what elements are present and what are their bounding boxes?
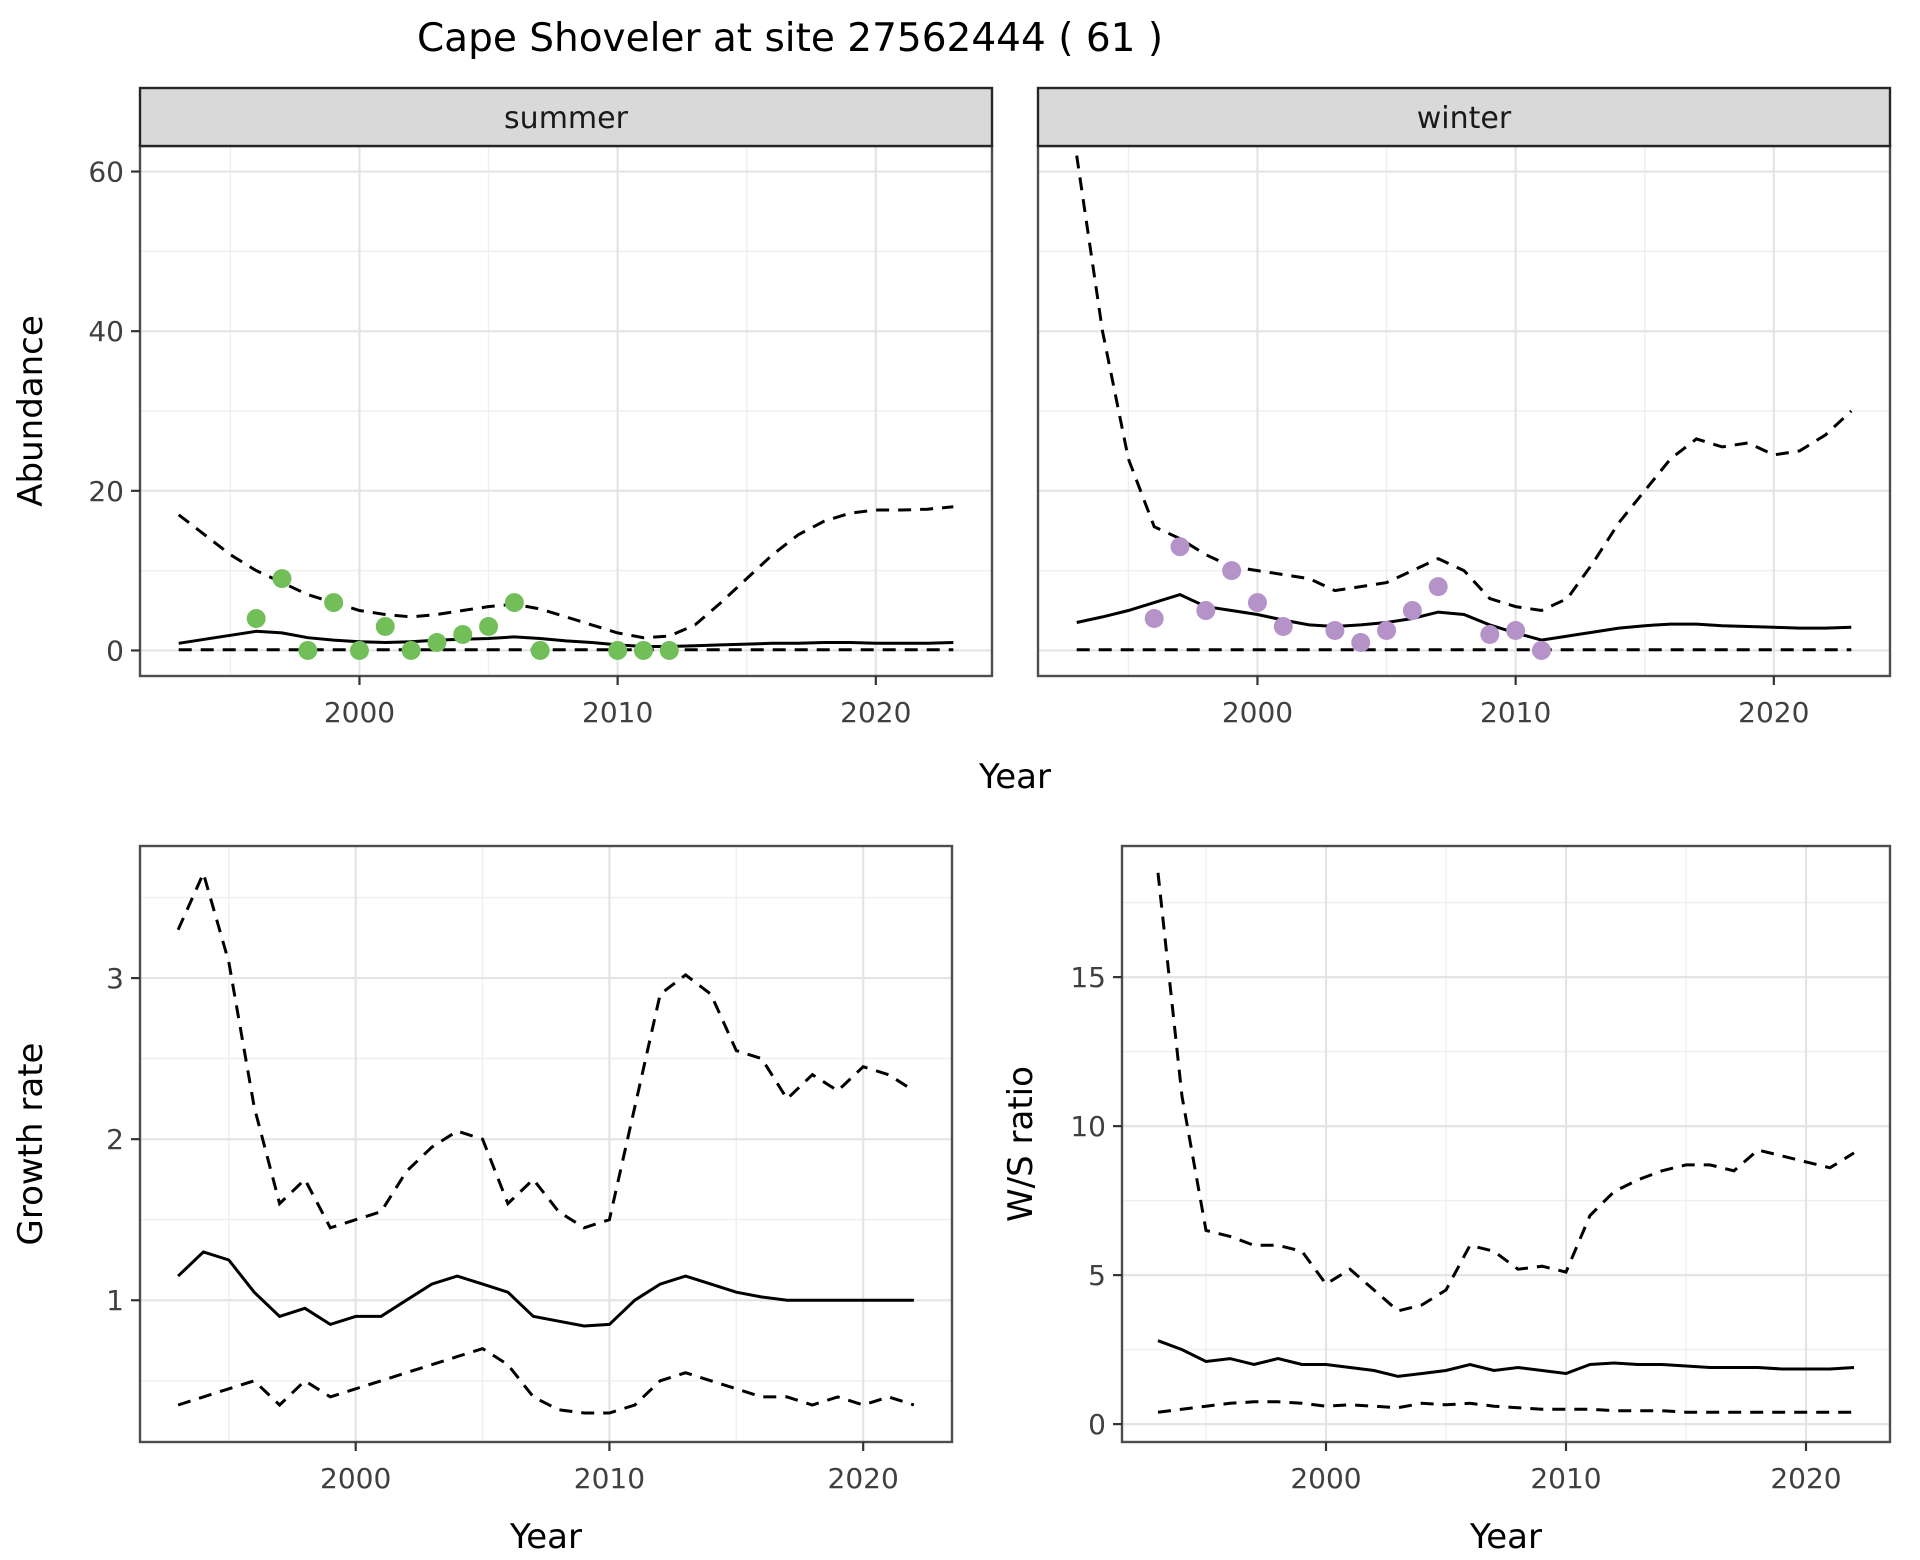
y-tick-label: 0 (1088, 1408, 1106, 1441)
x-tick-label: 2020 (828, 1462, 899, 1495)
data-point-observed-counts (504, 593, 524, 613)
ws-year-axis-title: Year (1469, 1517, 1542, 1557)
series-upper-ci (1156, 872, 1855, 1313)
panel-background (1122, 846, 1890, 1442)
series-median (177, 1250, 914, 1328)
panel-growth-rate: 2000 2010 2020 1 2 3 (106, 844, 954, 1495)
data-point-observed-counts (246, 609, 266, 629)
y-tick-label: 2 (106, 1123, 124, 1156)
x-tick-label: 2010 (574, 1462, 645, 1495)
y-tick-label: 10 (1070, 1110, 1106, 1143)
series-group (177, 505, 954, 660)
data-point-observed-counts (1428, 577, 1448, 597)
data-point-observed-counts (1196, 601, 1216, 621)
data-point-observed-counts (1506, 621, 1526, 641)
y-tick-label: 3 (106, 962, 124, 995)
data-point-observed-counts (1531, 640, 1551, 660)
figure-title: Cape Shoveler at site 27562444 ( 61 ) (416, 16, 1164, 61)
growth-rate-axis-title: Growth rate (11, 1043, 51, 1246)
panel-background (140, 846, 952, 1442)
data-point-observed-counts (272, 569, 292, 589)
series-upper-ci (1075, 155, 1853, 613)
data-point-observed-counts (530, 640, 550, 660)
data-point-observed-counts (453, 624, 473, 644)
y-tick-label: 1 (106, 1284, 124, 1317)
panel-abundance-summer: summer 2000 2010 2020 0 20 40 60 (88, 86, 994, 729)
x-tick-label: 2010 (1480, 696, 1551, 729)
data-point-observed-counts (1325, 621, 1345, 641)
data-point-observed-counts (324, 593, 344, 613)
data-point-observed-counts (375, 617, 395, 637)
x-tick-label: 2000 (320, 1462, 391, 1495)
y-tick-label: 60 (88, 156, 124, 189)
data-point-observed-counts (1247, 593, 1267, 613)
x-tick-label: 2020 (1770, 1462, 1841, 1495)
data-point-observed-counts (1377, 621, 1397, 641)
series-group (1075, 155, 1853, 660)
series-median (178, 629, 954, 648)
data-point-observed-counts (659, 640, 679, 660)
top-year-axis-title: Year (978, 757, 1051, 797)
data-point-observed-counts (427, 632, 447, 652)
growth-year-axis-title: Year (509, 1517, 582, 1557)
x-tick-label: 2000 (1290, 1462, 1361, 1495)
data-point-observed-counts (298, 640, 318, 660)
x-tick-label: 2000 (1222, 696, 1293, 729)
series-median (1157, 1339, 1855, 1378)
panel-ws-ratio: 2000 2010 2020 0 5 10 15 (1070, 844, 1892, 1495)
data-point-observed-counts (1273, 617, 1293, 637)
series-group (176, 869, 915, 1415)
series-upper-ci (177, 505, 954, 640)
y-tick-label: 20 (88, 475, 124, 508)
data-point-observed-counts (1480, 624, 1500, 644)
data-point-observed-counts (1351, 632, 1371, 652)
data-point-observed-counts (608, 640, 628, 660)
series-upper-ci (176, 869, 915, 1230)
x-tick-label: 2020 (840, 696, 911, 729)
ws-ratio-axis-title: W/S ratio (1001, 1066, 1041, 1222)
x-tick-label: 2020 (1738, 696, 1809, 729)
data-point-observed-counts (401, 640, 421, 660)
data-point-observed-counts (1170, 537, 1190, 557)
panel-border (138, 844, 954, 1444)
facet-strip (138, 86, 994, 148)
series-lower-ci (177, 1346, 915, 1415)
x-tick-label: 2010 (1530, 1462, 1601, 1495)
facet-strip-label: summer (504, 101, 629, 136)
y-tick-label: 0 (106, 634, 124, 667)
x-tick-label: 2010 (582, 696, 653, 729)
data-point-observed-counts (633, 640, 653, 660)
facet-strip-label: winter (1417, 101, 1512, 136)
data-point-observed-counts (349, 640, 369, 660)
y-tick-label: 5 (1088, 1259, 1106, 1292)
series-lower-ci (1157, 1400, 1854, 1414)
abundance-axis-title: Abundance (11, 315, 51, 507)
panel-border (1120, 844, 1892, 1444)
y-tick-label: 15 (1070, 961, 1106, 994)
series-group (1156, 872, 1855, 1414)
facet-strip (1036, 86, 1892, 148)
data-point-observed-counts (1144, 609, 1164, 629)
data-point-observed-counts (1402, 601, 1422, 621)
data-point-observed-counts (1222, 561, 1242, 581)
x-tick-label: 2000 (324, 696, 395, 729)
panel-abundance-winter: winter 2000 2010 2020 (1036, 86, 1892, 729)
y-tick-label: 40 (88, 315, 124, 348)
data-point-observed-counts (479, 617, 499, 637)
